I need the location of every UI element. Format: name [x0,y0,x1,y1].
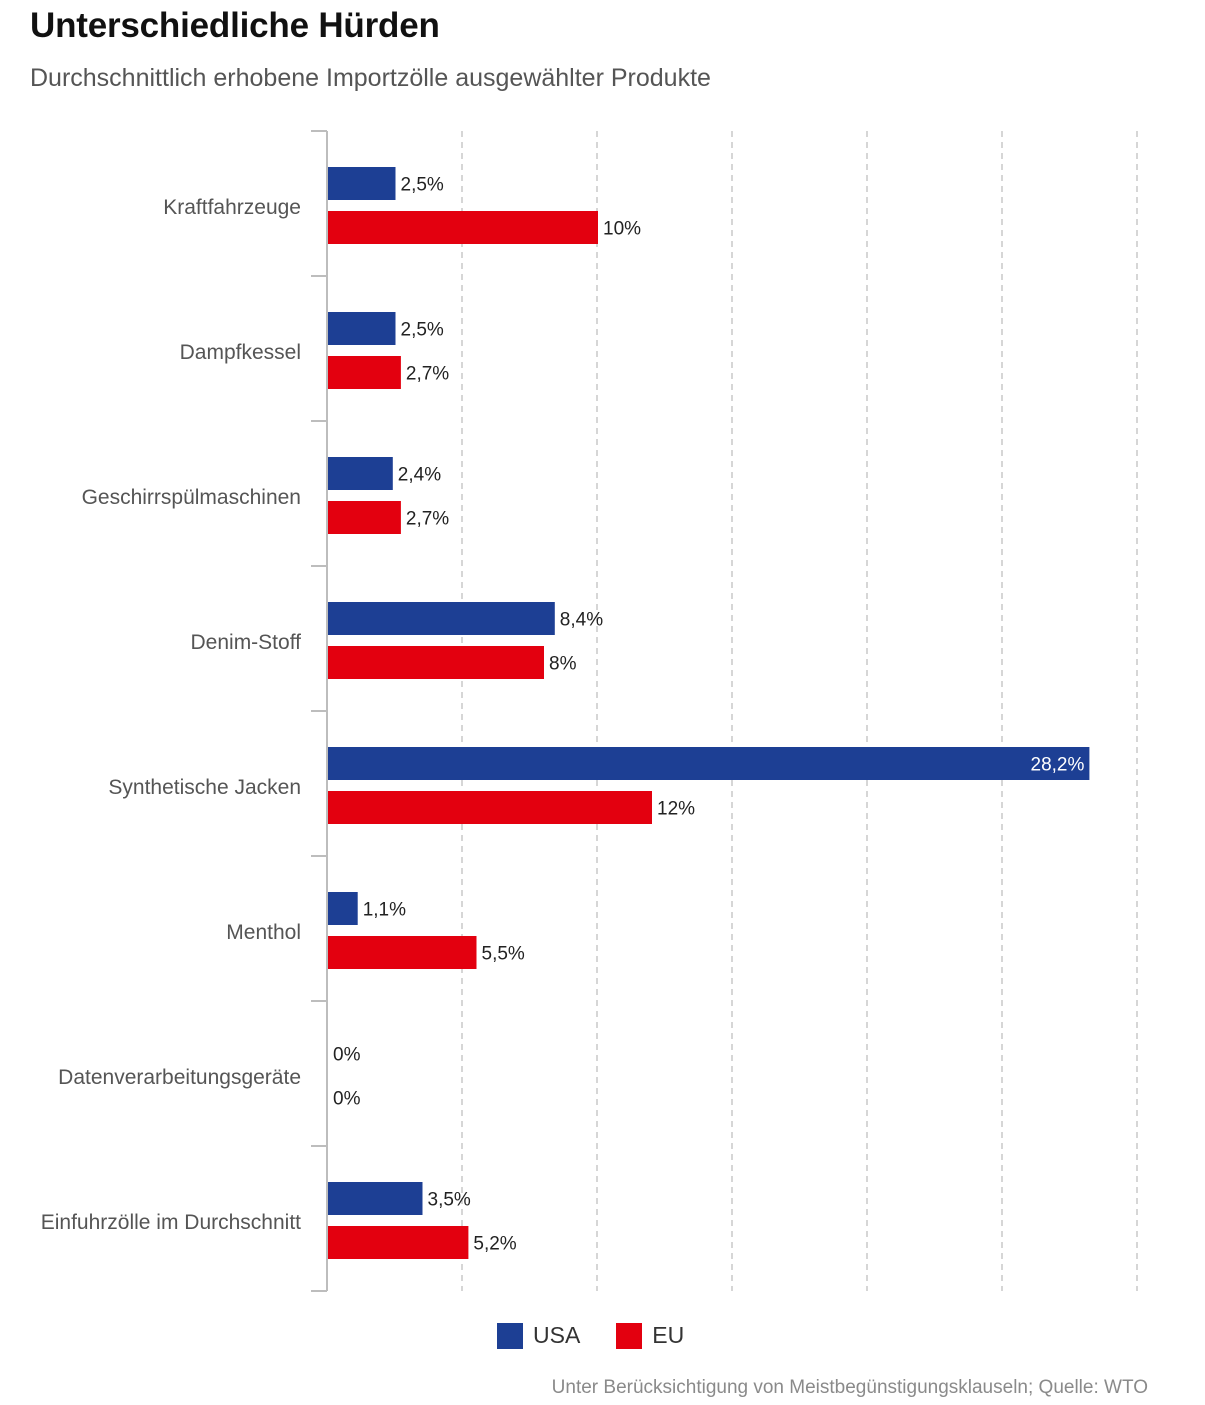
data-label-usa: 2,5% [401,320,444,341]
data-label-usa: 28,2% [1031,755,1085,776]
data-label-usa: 2,5% [401,175,444,196]
category-label: Denim-Stoff [191,631,302,654]
data-label-usa: 0% [333,1045,361,1066]
category-label: Menthol [226,921,301,944]
bar-eu [328,211,598,244]
data-label-eu: 2,7% [406,509,449,530]
legend: USA EU [497,1322,720,1349]
data-label-eu: 10% [603,219,641,240]
chart-title: Unterschiedliche Hürden [30,6,440,45]
bar-chart: Kraftfahrzeuge 2,5% 10% Dampfkessel 2,5% 2,7%… [41,130,1138,1292]
bar-eu [328,356,401,389]
bar-eu [328,646,544,679]
bar-eu [328,791,652,824]
data-label-usa: 8,4% [560,610,603,631]
category-label: Geschirrspülmaschinen [82,486,301,509]
data-label-eu: 8% [549,654,577,675]
data-label-eu: 0% [333,1089,361,1110]
bar-usa [328,167,396,200]
data-label-usa: 1,1% [363,900,406,921]
bar-usa [328,602,555,635]
data-label-usa: 3,5% [428,1190,471,1211]
category-label: Einfuhrzölle im Durchschnitt [41,1211,301,1234]
legend-swatch-eu [616,1322,643,1349]
category-label: Dampfkessel [180,341,301,364]
bar-eu [328,936,477,969]
chart-subtitle: Durchschnittlich erhobene Importzölle au… [30,64,711,92]
bar-usa [328,312,396,345]
bar-usa [328,892,358,925]
legend-item-eu: EU [616,1322,684,1349]
bar-eu [328,1226,469,1259]
category-label: Synthetische Jacken [108,776,301,799]
data-label-eu: 5,2% [473,1234,516,1255]
category-label: Kraftfahrzeuge [163,196,301,219]
bar-usa [328,457,393,490]
legend-label-eu: EU [652,1322,685,1348]
data-label-eu: 12% [657,799,695,820]
category-label: Datenverarbeitungsgeräte [58,1066,301,1089]
legend-item-usa: USA [497,1322,580,1349]
source-note: Unter Berücksichtigung von Meistbegünsti… [551,1377,1148,1398]
legend-label-usa: USA [533,1322,581,1348]
data-label-eu: 5,5% [482,944,525,965]
bar-usa [328,747,1090,780]
bar-eu [328,501,401,534]
legend-swatch-usa [497,1322,523,1349]
bar-usa [328,1182,423,1215]
data-label-usa: 2,4% [398,465,441,486]
data-label-eu: 2,7% [406,364,449,385]
